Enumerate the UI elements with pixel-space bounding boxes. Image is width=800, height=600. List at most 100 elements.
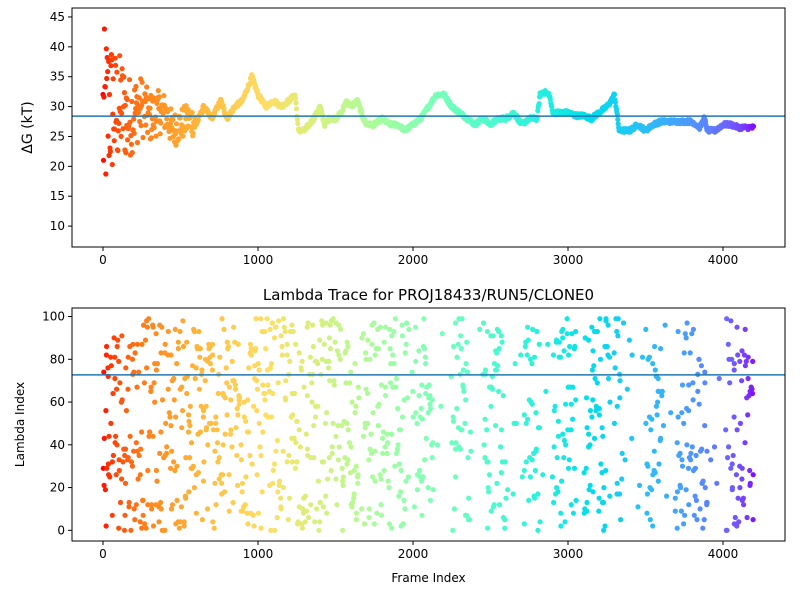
lambda-point	[566, 457, 572, 463]
lambda-point	[260, 429, 266, 435]
lambda-point	[551, 444, 557, 450]
lambda-point	[220, 472, 226, 478]
lambda-point	[491, 502, 497, 508]
lambda-point	[607, 493, 613, 499]
lambda-point	[568, 502, 574, 508]
lambda-point	[750, 358, 756, 364]
lambda-point	[191, 485, 197, 491]
lambda-point	[284, 352, 290, 358]
lambda-point	[375, 346, 381, 352]
lambda-point	[158, 499, 164, 506]
lambda-point	[686, 408, 692, 414]
lambda-point	[485, 525, 491, 531]
lambda-point	[380, 435, 386, 441]
lambda-point	[386, 521, 392, 527]
lambda-point	[359, 335, 365, 341]
lambda-point	[597, 316, 603, 322]
lambda-point	[216, 476, 222, 482]
lambda-point	[360, 331, 366, 337]
lambda-point	[584, 425, 590, 431]
lambda-point	[254, 386, 260, 392]
lambda-point	[221, 326, 227, 332]
lambda-point	[270, 467, 276, 474]
lambda-point	[272, 527, 278, 533]
lambda-point	[551, 499, 557, 506]
lambda-point	[594, 380, 600, 386]
delta-g-point	[122, 102, 128, 108]
lambda-point	[423, 435, 429, 441]
lambda-point	[429, 455, 435, 461]
lambda-point	[521, 467, 527, 474]
lambda-point	[457, 446, 463, 452]
lambda-point	[525, 416, 531, 422]
lambda-point	[531, 354, 538, 360]
lambda-point	[611, 420, 618, 426]
lambda-point	[294, 459, 300, 465]
lambda-point	[230, 499, 236, 506]
lambda-point	[747, 480, 753, 486]
lambda-point	[235, 482, 241, 488]
lambda-point	[133, 440, 139, 446]
lambda-axes-frame	[71, 307, 786, 542]
lambda-point	[138, 446, 144, 452]
lambda-point	[674, 440, 680, 446]
lambda-point	[216, 455, 222, 461]
lambda-point	[226, 508, 232, 514]
lambda-point	[180, 318, 186, 324]
lambda-point	[366, 506, 372, 512]
lambda-point	[163, 420, 169, 426]
lambda-point	[274, 437, 280, 444]
lambda-point	[177, 328, 183, 335]
lambda-point	[643, 420, 649, 426]
delta-g-point	[109, 161, 115, 168]
lambda-point	[159, 397, 166, 403]
lambda-point	[532, 495, 538, 501]
lambda-point	[286, 495, 293, 501]
lambda-point	[590, 489, 596, 495]
lambda-point	[402, 350, 408, 356]
lambda-point	[498, 427, 505, 433]
lambda-point	[197, 346, 203, 352]
lambda-point	[590, 397, 596, 403]
delta-g-point	[115, 147, 121, 154]
lambda-point	[573, 397, 579, 403]
lambda-point	[462, 420, 468, 426]
lambda-point	[232, 382, 238, 388]
lambda-point	[329, 450, 335, 456]
lambda-point	[112, 375, 118, 382]
lambda-point	[521, 521, 527, 527]
lambda-point	[324, 510, 330, 516]
lambda-point	[268, 361, 275, 367]
lambda-point	[527, 474, 534, 480]
lambda-point	[573, 328, 579, 335]
lambda-point	[353, 510, 359, 516]
delta-g-point	[118, 133, 124, 139]
lambda-point	[353, 463, 359, 469]
lambda-point	[262, 397, 268, 403]
lambda-point	[251, 523, 257, 529]
lambda-point	[109, 512, 115, 518]
lambda-point	[693, 497, 700, 503]
lambda-point	[727, 380, 733, 386]
lambda-point	[724, 527, 730, 533]
lambda-point	[739, 465, 745, 471]
delta-g-point	[115, 128, 121, 134]
lambda-point	[213, 420, 219, 426]
lambda-point	[327, 346, 334, 352]
lambda-point	[486, 472, 492, 478]
lambda-point	[181, 523, 187, 529]
lambda-point	[153, 367, 159, 373]
lambda-point	[614, 328, 620, 335]
lambda-point	[614, 403, 620, 409]
lambda-point	[183, 455, 189, 461]
lambda-point	[745, 412, 751, 418]
lambda-point	[326, 335, 333, 341]
lambda-point	[152, 399, 158, 405]
lambda-point	[512, 361, 518, 367]
lambda-point	[133, 502, 139, 508]
lambda-point	[683, 487, 689, 493]
lambda-point	[256, 420, 262, 426]
lambda-point	[378, 382, 385, 388]
lambda-point	[503, 495, 509, 501]
lambda-point	[690, 397, 696, 403]
